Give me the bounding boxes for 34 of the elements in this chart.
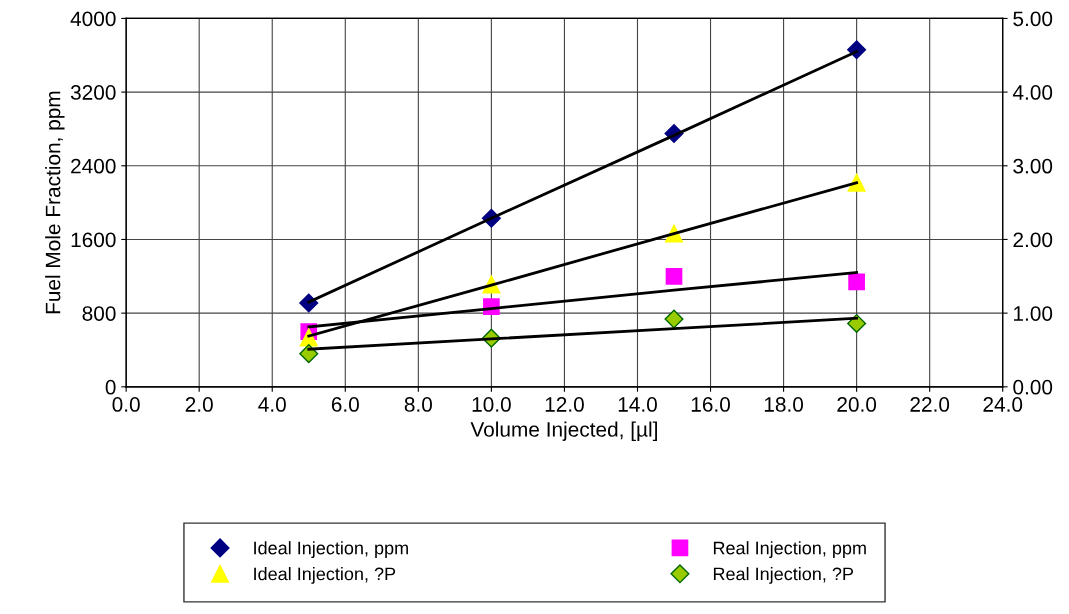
y-tick-label: 800 <box>82 306 116 321</box>
x-axis-title: Volume Injected, [µl] <box>470 421 657 441</box>
y-tick-label: 4000 <box>70 11 116 27</box>
legend-label: Real Injection, ppm <box>713 541 866 558</box>
y-tick-label: 3200 <box>70 85 116 100</box>
x-tick-label: 10.0 <box>472 397 511 412</box>
y2-tick-label: 3.00 <box>1013 158 1053 174</box>
x-tick-label: 14.0 <box>618 397 657 412</box>
y2-tick-label: 1.00 <box>1014 306 1053 321</box>
y2-tick-label: 5.00 <box>1013 11 1053 27</box>
x-tick-label: 0.0 <box>112 397 140 412</box>
x-tick-label: 6.0 <box>331 397 359 412</box>
y-tick-label: 0 <box>105 379 116 395</box>
y2-tick-label: 4.00 <box>1012 85 1053 100</box>
x-tick-label: 12.0 <box>545 397 584 412</box>
legend-label: Ideal Injection, ?P <box>254 567 396 584</box>
y2-tick-label: 0.00 <box>1013 379 1053 395</box>
x-tick-label: 4.0 <box>258 397 286 412</box>
point <box>848 273 865 291</box>
x-tick-label: 24.0 <box>983 397 1023 412</box>
x-tick-label: 22.0 <box>910 397 950 412</box>
x-tick-label: 16.0 <box>691 397 730 412</box>
point <box>665 267 683 285</box>
y2-tick-label: 2.00 <box>1013 232 1053 248</box>
y-tick-label: 1600 <box>71 232 116 248</box>
x-tick-label: 18.0 <box>764 397 804 412</box>
y-tick-label: 2400 <box>71 158 116 174</box>
x-tick-label: 2.0 <box>185 397 213 412</box>
x-tick-label: 8.0 <box>404 397 432 412</box>
legend-label: Real Injection, ?P <box>713 567 854 584</box>
x-tick-label: 20.0 <box>837 397 877 412</box>
y-axis-title: Fuel Mole Fraction, ppm <box>45 91 65 314</box>
legend-label: Ideal Injection, ppm <box>254 541 408 558</box>
point <box>664 309 684 329</box>
